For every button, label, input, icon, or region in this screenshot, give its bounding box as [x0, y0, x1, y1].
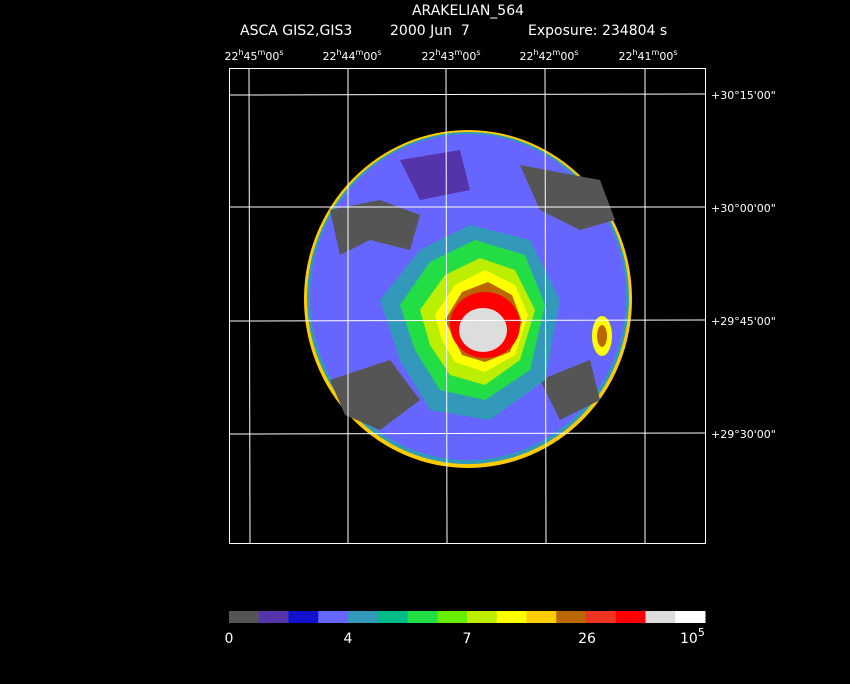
- ra-value: 43: [441, 50, 455, 63]
- ra-value: 22: [322, 50, 336, 63]
- colorbar-label: 26: [578, 631, 596, 647]
- ra-unit: m: [652, 48, 660, 57]
- ra-unit: m: [455, 48, 463, 57]
- ra-value: 45: [244, 50, 258, 63]
- ra-value: 00: [560, 50, 574, 63]
- grid-line: [248, 67, 251, 544]
- grid-line: [228, 432, 706, 435]
- colorbar-label: 0: [225, 631, 234, 647]
- ra-value: 00: [462, 50, 476, 63]
- colorbar: 0 4 7 26 105: [225, 611, 706, 647]
- image: [304, 130, 632, 468]
- exposure: Exposure: 234804 s: [528, 23, 667, 39]
- ra-unit: s: [673, 48, 677, 57]
- label-exponent: 5: [698, 626, 705, 639]
- dec-label: +29°45'00": [711, 315, 776, 328]
- ra-unit: m: [258, 48, 266, 57]
- instrument: ASCA GIS2,GIS3: [240, 23, 352, 39]
- ra-label: 22h41m00s: [618, 48, 677, 63]
- grid-line: [445, 67, 448, 544]
- ra-unit: h: [632, 48, 637, 57]
- ra-label: 22h42m00s: [519, 48, 578, 63]
- color-swatch: [586, 611, 617, 623]
- ra-value: 41: [638, 50, 652, 63]
- ra-unit: m: [356, 48, 364, 57]
- coordinate-grid: [228, 67, 706, 544]
- color-swatch: [645, 611, 676, 623]
- ra-value: 00: [659, 50, 673, 63]
- colorbar-label: 105: [680, 626, 705, 647]
- ra-label: 22h44m00s: [322, 48, 381, 63]
- ra-value: 00: [265, 50, 279, 63]
- ra-unit: m: [553, 48, 561, 57]
- color-swatch: [229, 611, 260, 623]
- ra-unit: h: [336, 48, 341, 57]
- grid-line: [228, 319, 706, 322]
- color-swatch: [467, 611, 498, 623]
- color-swatch: [496, 611, 527, 623]
- core: [459, 308, 507, 352]
- ra-unit: s: [476, 48, 480, 57]
- colorbar-label: 7: [463, 631, 472, 647]
- ra-value: 44: [342, 50, 356, 63]
- grid-line: [228, 93, 706, 96]
- color-swatch: [675, 611, 706, 623]
- color-swatch: [288, 611, 319, 623]
- low-patch: [520, 165, 615, 230]
- low-patch: [400, 150, 470, 200]
- low-patch: [330, 360, 420, 430]
- color-swatch: [258, 611, 289, 623]
- color-swatch: [377, 611, 408, 623]
- axis-labels: 22h45m00s 22h44m00s 22h43m00s 22h42m00s 22h4…: [224, 48, 775, 441]
- color-swatch: [348, 611, 379, 623]
- frame: [229, 68, 706, 544]
- ra-value: 42: [539, 50, 553, 63]
- ra-label: 22h45m00s: [224, 48, 283, 63]
- title: ARAKELIAN_564: [412, 3, 524, 19]
- colorbar-label: 4: [344, 631, 353, 647]
- dec-label: +30°00'00": [711, 202, 776, 215]
- ra-unit: h: [435, 48, 440, 57]
- color-swatch: [556, 611, 587, 623]
- dec-label: +29°30'00": [711, 428, 776, 441]
- color-swatch: [318, 611, 349, 623]
- color-swatch: [437, 611, 468, 623]
- dec-label: +30°15'00": [711, 89, 776, 102]
- ra-unit: s: [279, 48, 283, 57]
- ra-label: 22h43m00s: [421, 48, 480, 63]
- ra-unit: s: [574, 48, 578, 57]
- source: [597, 325, 607, 347]
- label-base: 10: [680, 631, 698, 647]
- color-swatch: [615, 611, 646, 623]
- low-patch: [540, 360, 600, 420]
- ra-value: 22: [519, 50, 533, 63]
- ra-unit: h: [238, 48, 243, 57]
- grid-line: [544, 67, 547, 544]
- color-swatch: [407, 611, 438, 623]
- ra-value: 22: [224, 50, 238, 63]
- low-patch: [330, 200, 420, 255]
- ra-unit: s: [377, 48, 381, 57]
- color-swatch: [526, 611, 557, 623]
- date: 2000 Jun 7: [390, 23, 470, 39]
- ra-value: 00: [363, 50, 377, 63]
- ra-unit: h: [533, 48, 538, 57]
- ra-value: 22: [618, 50, 632, 63]
- ra-value: 22: [421, 50, 435, 63]
